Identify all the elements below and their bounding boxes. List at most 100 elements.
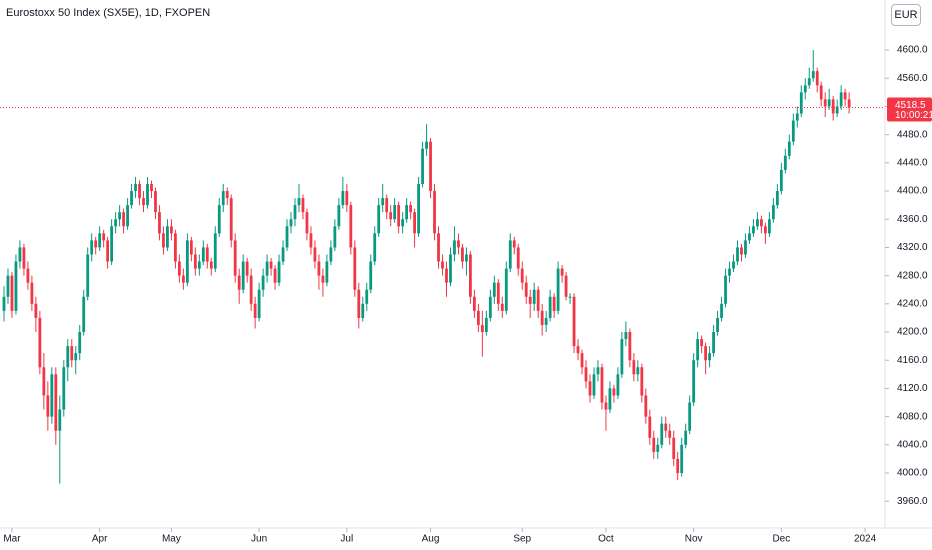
candle-body — [341, 191, 345, 206]
candle-body — [162, 233, 165, 248]
candle-body — [309, 233, 313, 248]
candle-body — [26, 268, 30, 283]
candle-body — [94, 240, 98, 248]
candle-body — [189, 240, 193, 255]
x-tick-label: Mar — [3, 534, 21, 545]
candle-body — [197, 261, 201, 269]
candle-body — [273, 268, 277, 283]
last-price-label: 4518.5 — [895, 100, 926, 111]
candle-body — [664, 423, 668, 431]
currency-button[interactable]: EUR — [891, 4, 921, 26]
candle-body — [748, 233, 751, 241]
y-tick-label: 4600.0 — [897, 45, 928, 56]
candle-body — [381, 198, 385, 206]
candle-body — [30, 282, 34, 304]
countdown-label: 10:00:21 — [895, 110, 932, 121]
candle-body — [177, 261, 181, 276]
candle-body — [791, 120, 795, 142]
candle-body — [580, 353, 584, 368]
candle-body — [345, 191, 349, 206]
candle-body — [488, 296, 492, 318]
candle-body — [369, 261, 373, 290]
candle-body — [293, 205, 297, 220]
candle-body — [807, 78, 811, 86]
candle-body — [333, 226, 337, 248]
candle-body — [277, 261, 281, 283]
candle-body — [66, 346, 70, 368]
candle-body — [377, 205, 381, 234]
candle-body — [138, 183, 141, 199]
candle-body — [122, 212, 125, 227]
candle-body — [174, 233, 177, 262]
candle-body — [265, 261, 269, 276]
candle-body — [397, 205, 401, 227]
candle-body — [496, 282, 500, 304]
candle-body — [760, 219, 763, 227]
candle-body — [648, 416, 652, 438]
candle-body — [532, 289, 536, 304]
candle-body — [640, 367, 644, 396]
candle-body — [564, 275, 568, 297]
candle-body — [512, 240, 516, 248]
candle-body — [732, 261, 735, 269]
candle-body — [752, 226, 755, 234]
candle-body — [469, 254, 472, 297]
candle-body — [783, 155, 787, 170]
candle-body — [624, 332, 628, 340]
candle-body — [453, 240, 456, 255]
candle-body — [492, 282, 496, 297]
candle-body — [465, 254, 468, 262]
candle-body — [767, 219, 771, 234]
candle-body — [114, 219, 118, 227]
candle-body — [612, 388, 616, 396]
candle-body — [361, 303, 365, 318]
candle-body — [672, 437, 676, 459]
x-tick-label: Aug — [422, 534, 440, 545]
candle-body — [508, 240, 512, 269]
candle-body — [86, 254, 90, 297]
x-tick-label: Apr — [92, 534, 108, 545]
candle-body — [249, 275, 253, 304]
candle-body — [536, 289, 540, 311]
candle-body — [676, 458, 680, 474]
last-price-box — [887, 97, 932, 122]
candle-body — [357, 289, 361, 318]
candle-body — [393, 205, 397, 220]
candle-body — [281, 247, 285, 262]
candle-body — [317, 261, 321, 276]
candle-body — [142, 198, 145, 206]
y-tick-label: 4320.0 — [897, 242, 928, 253]
candle-body — [461, 247, 464, 262]
candle-body — [82, 296, 86, 333]
candle-body — [528, 296, 532, 304]
candle-body — [58, 409, 62, 431]
candle-body — [166, 226, 169, 248]
candle-body — [449, 254, 452, 283]
y-tick-label: 4040.0 — [897, 439, 928, 450]
candle-body — [608, 388, 612, 410]
candle-body — [22, 247, 26, 269]
candle-body — [241, 261, 245, 290]
candle-body — [457, 240, 460, 248]
candle-body — [835, 106, 839, 114]
candle-body — [720, 303, 723, 318]
candle-body — [261, 275, 265, 290]
candle-body — [365, 289, 369, 304]
x-tick-label: Dec — [772, 534, 790, 545]
y-tick-label: 4480.0 — [897, 129, 928, 140]
candle-body — [313, 247, 317, 262]
candle-body — [596, 367, 600, 375]
candle-body — [799, 92, 803, 114]
candle-body — [736, 247, 739, 262]
candle-body — [572, 296, 576, 347]
candle-body — [604, 402, 608, 410]
candle-body — [660, 423, 664, 445]
candle-body — [724, 275, 727, 304]
candle-body — [700, 339, 704, 347]
candle-body — [337, 205, 341, 227]
candle-body — [154, 191, 157, 213]
candle-body — [815, 71, 819, 86]
candle-body — [50, 374, 54, 417]
candle-body — [14, 261, 18, 311]
chart-title: Eurostoxx 50 Index (SX5E), 1D, FXOPEN — [6, 7, 210, 19]
